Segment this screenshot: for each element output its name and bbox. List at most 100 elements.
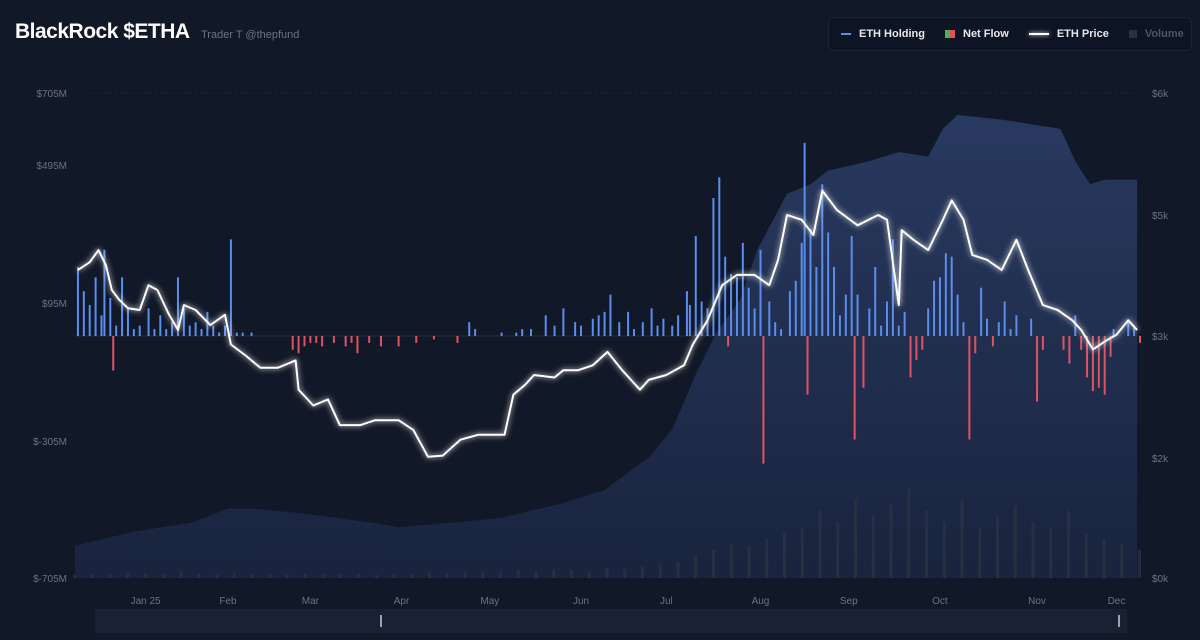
volume-bar <box>463 572 467 578</box>
legend-eth-price[interactable]: ETH Price <box>1028 28 1109 40</box>
outflow-bar <box>297 336 300 354</box>
left-axis-tick: $-305M <box>33 437 67 448</box>
inflow-bar <box>956 294 959 336</box>
outflow-bar <box>974 336 977 354</box>
volume-bar <box>871 516 875 578</box>
volume-bar <box>1102 538 1106 578</box>
square-swatch-icon <box>1128 30 1137 38</box>
left-axis-tick: $95M <box>42 299 67 310</box>
inflow-bar <box>100 315 103 336</box>
volume-bar <box>641 566 644 578</box>
x-axis-tick: Mar <box>302 596 320 607</box>
x-axis-tick: Jul <box>660 596 673 607</box>
range-end-handle[interactable] <box>1118 615 1120 627</box>
outflow-bar <box>303 336 306 347</box>
inflow-bar <box>927 308 930 336</box>
outflow-bar <box>350 336 353 343</box>
outflow-bar <box>1086 336 1089 378</box>
outflow-bar <box>1103 336 1106 395</box>
volume-bar <box>765 538 769 578</box>
inflow-bar <box>200 329 203 336</box>
volume-bar <box>144 573 147 578</box>
volume-bar <box>658 564 662 578</box>
inflow-bar <box>94 277 97 336</box>
inflow-bar <box>933 280 936 336</box>
inflow-bar <box>1003 301 1006 336</box>
outflow-bar <box>379 336 382 347</box>
x-axis-tick: Jun <box>573 596 589 607</box>
volume-bar <box>783 533 786 578</box>
left-axis-tick: $495M <box>36 161 67 172</box>
outflow-bar <box>332 336 335 343</box>
line-swatch-icon <box>841 33 851 35</box>
volume-bar <box>996 516 999 578</box>
left-axis-tick: $-705M <box>33 574 67 585</box>
inflow-bar <box>897 325 900 336</box>
inflow-bar <box>980 287 983 336</box>
outflow-bar <box>1097 336 1100 388</box>
outflow-bar <box>915 336 918 361</box>
legend-label: ETH Holding <box>859 28 925 40</box>
inflow-bar <box>685 291 688 336</box>
outflow-bar <box>291 336 294 350</box>
outflow-bar <box>321 336 324 347</box>
legend-volume[interactable]: Volume <box>1128 28 1184 40</box>
inflow-bar <box>794 280 797 336</box>
outflow-bar <box>1036 336 1039 402</box>
volume-bar <box>250 573 254 578</box>
inflow-bar <box>662 318 665 336</box>
legend-net-flow[interactable]: Net Flow <box>945 28 1009 40</box>
range-scrollbar[interactable] <box>95 609 1127 633</box>
inflow-bar <box>986 318 989 336</box>
inflow-bar <box>126 308 129 336</box>
inflow-bar <box>815 267 818 336</box>
inflow-bar <box>1127 322 1130 336</box>
inflow-bar <box>618 322 621 336</box>
range-start-handle[interactable] <box>380 615 382 627</box>
inflow-bar <box>700 301 703 336</box>
inflow-bar <box>850 235 853 336</box>
outflow-bar <box>909 336 912 378</box>
volume-bar <box>1067 510 1070 578</box>
inflow-bar <box>997 322 1000 336</box>
inflow-bar <box>938 277 941 336</box>
inflow-bar <box>468 322 471 336</box>
inflow-bar <box>803 142 806 336</box>
inflow-bar <box>735 277 738 336</box>
inflow-bar <box>603 311 606 336</box>
inflow-bar <box>229 239 232 336</box>
inflow-bar <box>597 315 600 336</box>
inflow-bar <box>677 315 680 336</box>
inflow-bar <box>885 301 888 336</box>
inflow-bar <box>553 325 556 336</box>
legend-label: Net Flow <box>963 28 1009 40</box>
volume-bar <box>1120 544 1124 578</box>
inflow-bar <box>82 291 85 336</box>
inflow-bar <box>741 242 744 336</box>
inflow-bar <box>880 325 883 336</box>
inflow-bar <box>718 177 721 336</box>
eth-price-line <box>77 189 1138 458</box>
inflow-bar <box>868 308 871 336</box>
inflow-bar <box>656 325 659 336</box>
volume-bar <box>357 573 360 578</box>
outflow-bar <box>356 336 359 354</box>
volume-bar <box>694 555 698 578</box>
outflow-bar <box>1091 336 1094 392</box>
volume-bar <box>126 572 130 578</box>
legend-eth-holding[interactable]: ETH Holding <box>841 28 925 40</box>
volume-bar <box>303 573 307 578</box>
volume-bar <box>534 571 538 578</box>
inflow-bar <box>694 235 697 336</box>
inflow-bar <box>632 329 635 336</box>
inflow-bar <box>809 229 812 336</box>
volume-bar <box>889 504 893 578</box>
x-axis-tick: Jan 25 <box>131 596 161 607</box>
volume-bar <box>392 573 396 578</box>
inflow-bar <box>1112 329 1115 336</box>
volume-bar <box>499 572 502 578</box>
outflow-bar <box>432 336 435 340</box>
volume-bar <box>445 573 449 578</box>
inflow-bar <box>1074 315 1077 336</box>
